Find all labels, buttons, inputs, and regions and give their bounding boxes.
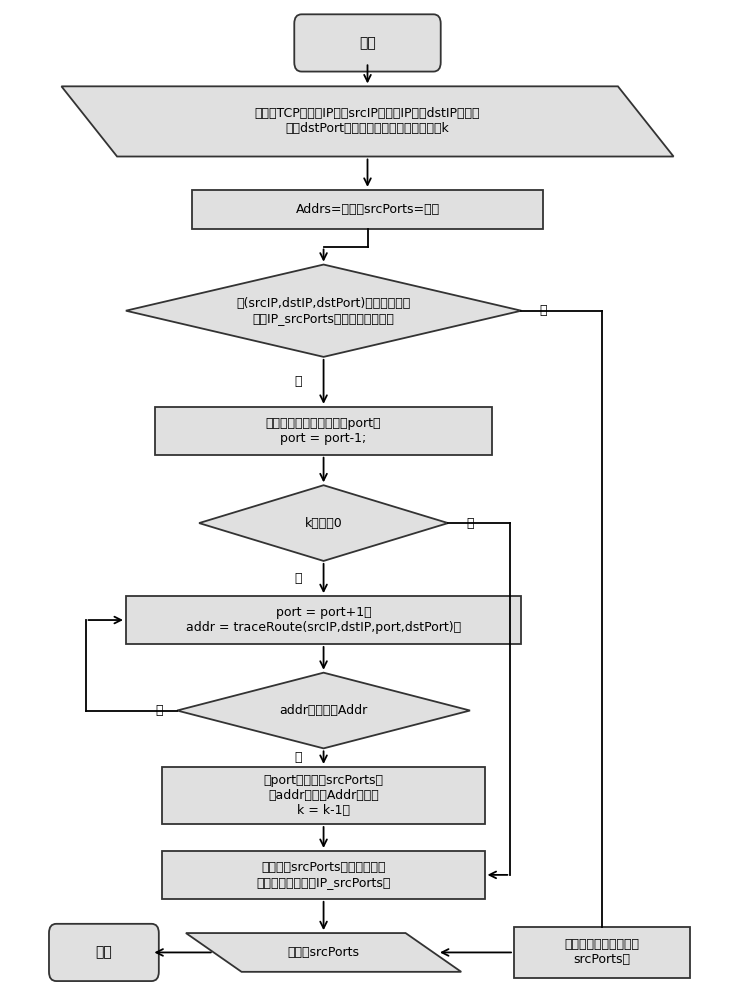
Text: 选择一个最小的可用端口port；
port = port-1;: 选择一个最小的可用端口port； port = port-1; <box>266 417 381 445</box>
Text: 把查询到的结果存储在
srcPorts中: 把查询到的结果存储在 srcPorts中 <box>564 938 639 966</box>
Polygon shape <box>126 265 521 357</box>
Text: port = port+1；
addr = traceRoute(srcIP,dstIP,port,dstPort)；: port = port+1； addr = traceRoute(srcIP,d… <box>186 606 461 634</box>
Bar <box>126 596 521 644</box>
FancyBboxPatch shape <box>49 924 159 981</box>
Text: 把输入和srcPorts作为一条记录
插入到数据库的表IP_srcPorts中: 把输入和srcPorts作为一条记录 插入到数据库的表IP_srcPorts中 <box>257 861 391 889</box>
Text: 以(srcIP,dstIP,dstPort)为主键在数据
库表IP_srcPorts中能否查询到结果: 以(srcIP,dstIP,dstPort)为主键在数据 库表IP_srcPor… <box>237 297 411 325</box>
Bar <box>514 927 689 978</box>
Polygon shape <box>186 933 462 972</box>
Polygon shape <box>177 673 470 748</box>
Text: Addrs=空集，srcPorts=空集: Addrs=空集，srcPorts=空集 <box>295 203 440 216</box>
Text: 否: 否 <box>294 751 301 764</box>
Text: 结束: 结束 <box>96 945 112 959</box>
Bar <box>162 851 484 899</box>
Text: k是否为0: k是否为0 <box>305 517 343 530</box>
Text: 否: 否 <box>294 572 301 585</box>
Text: 开始: 开始 <box>359 36 376 50</box>
Text: 输入：TCP流的源IP地址srcIP，目的IP地址dstIP，目的
端口dstPort，以及要创建的复制流的数目k: 输入：TCP流的源IP地址srcIP，目的IP地址dstIP，目的 端口dstP… <box>255 107 480 135</box>
Bar <box>192 190 543 229</box>
Text: 否: 否 <box>294 375 301 388</box>
Text: 把port加入集合srcPorts；
把addr加入到Addr集合；
k = k-1；: 把port加入集合srcPorts； 把addr加入到Addr集合； k = k… <box>264 774 384 817</box>
Text: 是: 是 <box>466 517 474 530</box>
Bar <box>162 767 484 824</box>
Text: 是: 是 <box>155 704 162 717</box>
Text: addr是否属于Addr: addr是否属于Addr <box>279 704 368 717</box>
Polygon shape <box>199 485 448 561</box>
Bar <box>155 407 492 455</box>
Text: 是: 是 <box>539 304 547 317</box>
Polygon shape <box>62 86 673 157</box>
Text: 输出：srcPorts: 输出：srcPorts <box>287 946 359 959</box>
FancyBboxPatch shape <box>294 14 441 72</box>
